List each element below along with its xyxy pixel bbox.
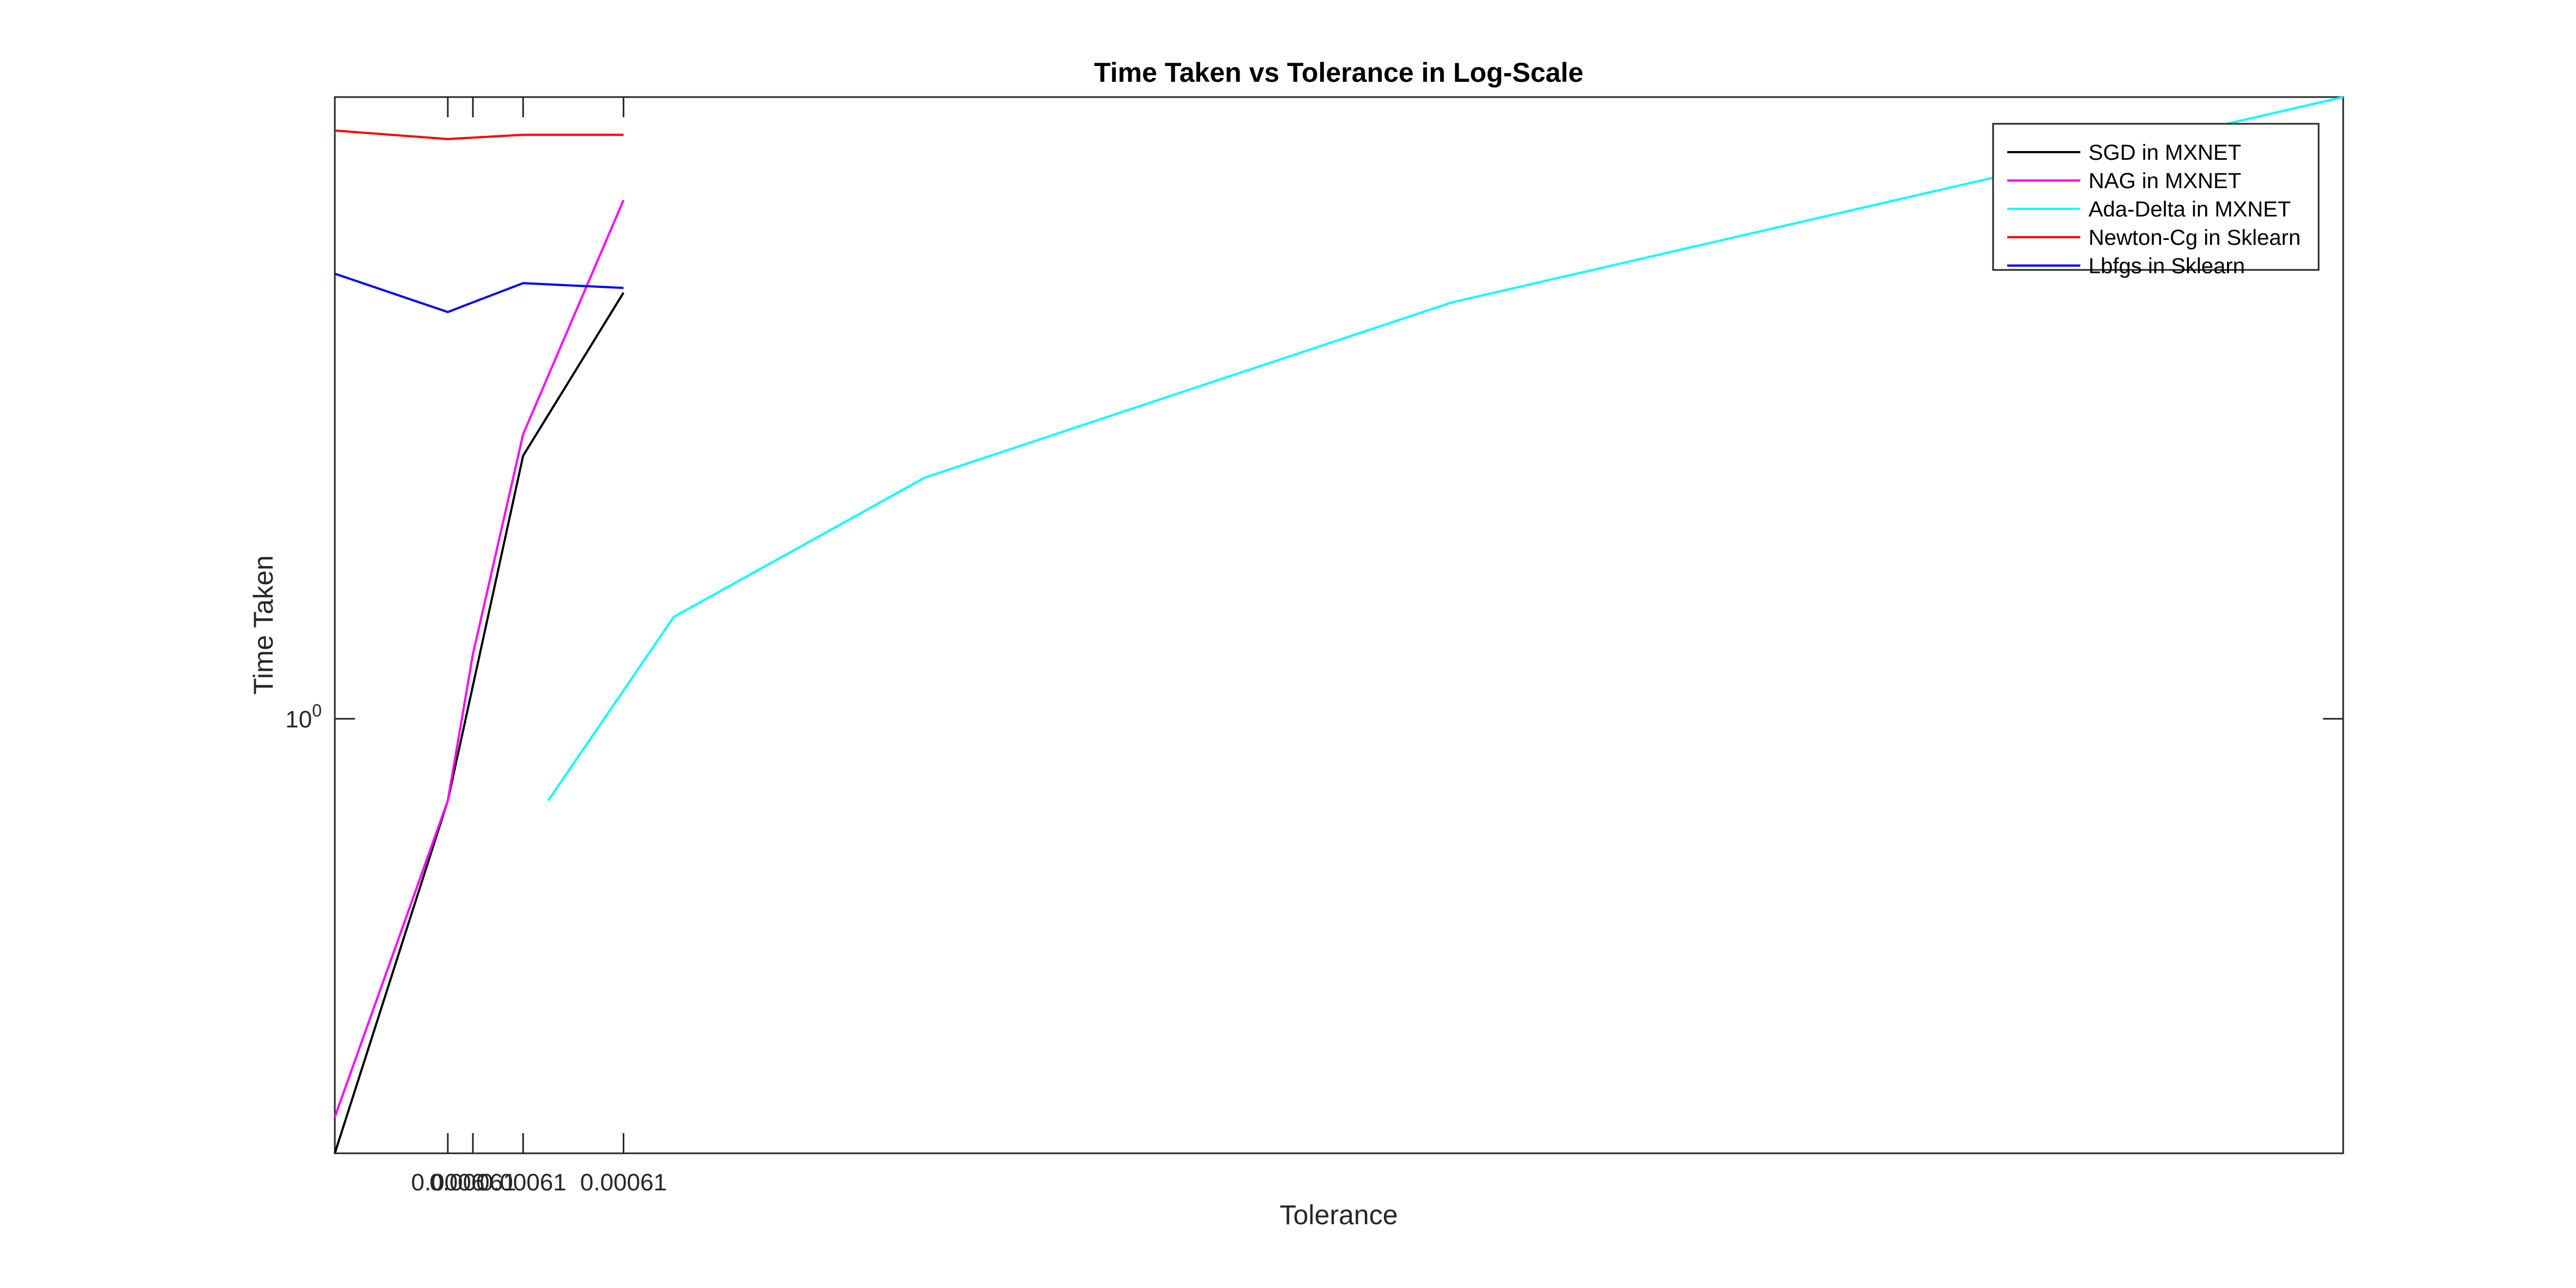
y-tick-label: 100 bbox=[285, 701, 322, 733]
y-axis-label: Time Taken bbox=[248, 555, 279, 695]
x-tick-label: 0.00061 bbox=[430, 1169, 516, 1196]
x-tick-label: 0.0006 bbox=[411, 1169, 485, 1196]
legend-label: SGD in MXNET bbox=[2089, 141, 2241, 165]
legend-label: Ada-Delta in MXNET bbox=[2089, 197, 2291, 221]
x-tick-label: 0.00061 bbox=[580, 1169, 667, 1196]
legend-items: SGD in MXNET NAG in MXNET Ada-Delta in MXN… bbox=[2007, 141, 2301, 278]
y-axis-ticks: 100 bbox=[285, 701, 2343, 733]
legend-label: Newton-Cg in Sklearn bbox=[2089, 226, 2301, 250]
plot-area bbox=[334, 96, 2344, 1154]
chart-title: Time Taken vs Tolerance in Log-Scale bbox=[1094, 57, 1584, 88]
legend-label: NAG in MXNET bbox=[2089, 169, 2241, 193]
x-tick-label: 0.00061 bbox=[480, 1169, 567, 1196]
legend-box bbox=[1992, 123, 2320, 271]
series-line-3 bbox=[547, 96, 2344, 802]
series-line-5 bbox=[334, 273, 624, 314]
legend: SGD in MXNET NAG in MXNET Ada-Delta in MXN… bbox=[1992, 123, 2320, 278]
x-axis-label: Tolerance bbox=[1280, 1200, 1398, 1230]
series-line-1 bbox=[334, 292, 625, 1154]
series-line-4 bbox=[334, 129, 624, 140]
legend-label: Lbfgs in Sklearn bbox=[2089, 254, 2245, 278]
series-line-2 bbox=[334, 200, 625, 1118]
series-layer bbox=[334, 96, 2344, 1154]
